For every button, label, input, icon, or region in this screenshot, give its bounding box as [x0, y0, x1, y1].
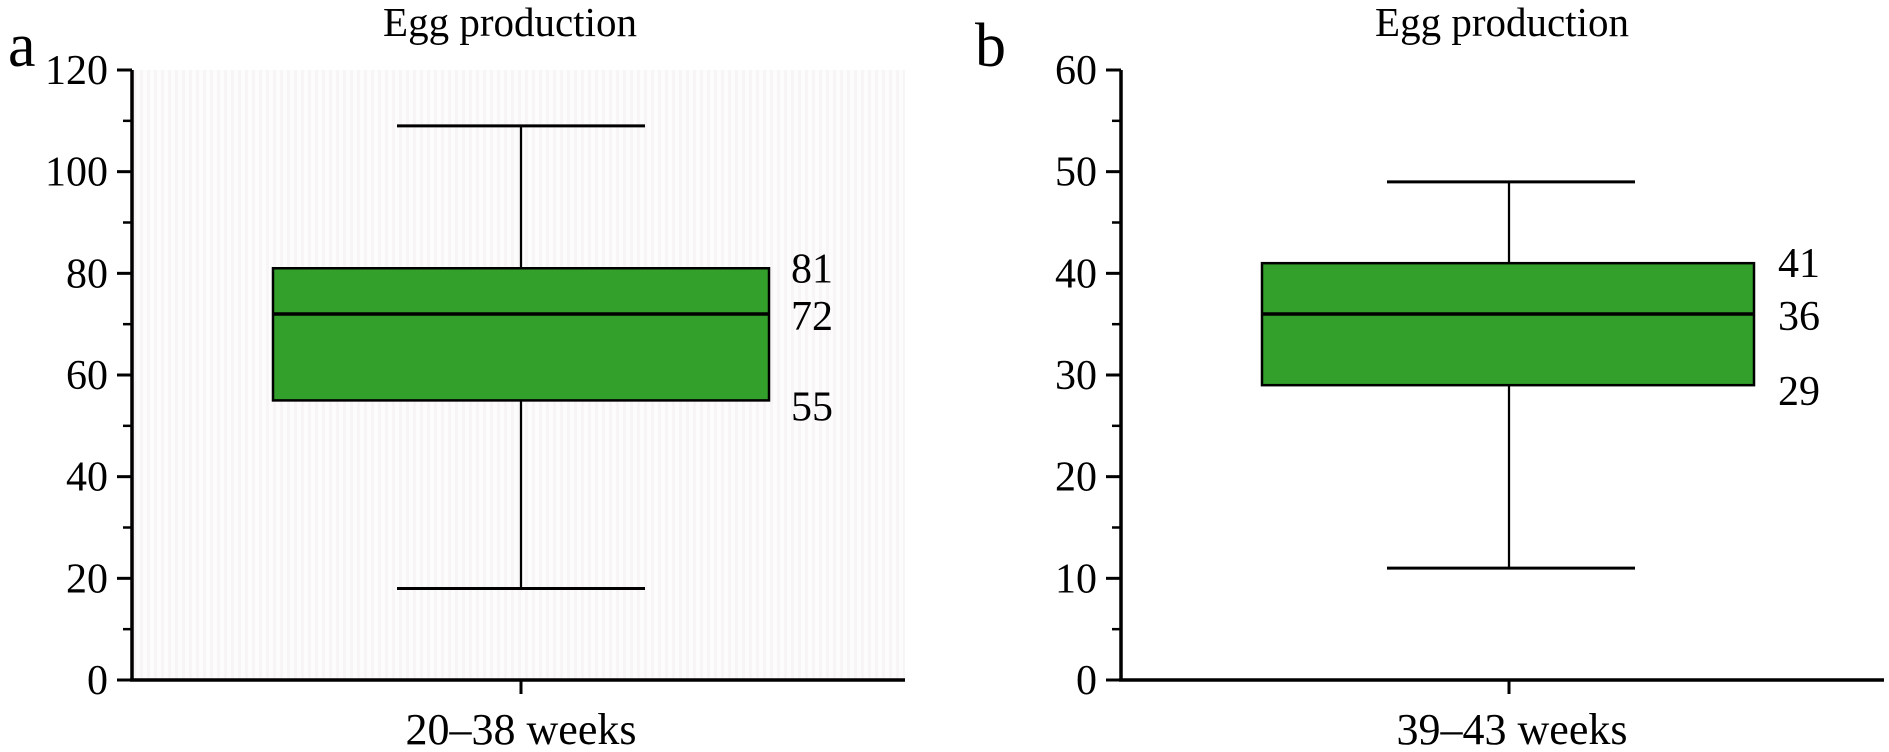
y-tick-label: 60 — [1055, 48, 1097, 94]
annotation-q3: 81 — [791, 246, 833, 292]
y-tick-label: 40 — [66, 455, 108, 501]
box-plot — [1260, 180, 1756, 570]
annotation-q1: 29 — [1778, 369, 1820, 415]
panel-a: a Egg production 0 20 40 60 80 100 120 81 72 5… — [8, 0, 905, 752]
y-tick-label: 0 — [1076, 658, 1097, 704]
y-tick-label: 30 — [1055, 353, 1097, 399]
x-category-label: 39–43 weeks — [1397, 705, 1628, 752]
y-ticks — [117, 68, 132, 682]
chart-title: Egg production — [383, 0, 637, 45]
x-category-label: 20–38 weeks — [406, 705, 637, 752]
y-tick-label: 20 — [66, 556, 108, 602]
annotation-median: 36 — [1778, 294, 1820, 340]
y-tick-label: 80 — [66, 251, 108, 297]
y-tick-label: 40 — [1055, 251, 1097, 297]
y-tick-label: 120 — [45, 48, 108, 94]
iqr-box — [271, 267, 771, 402]
y-tick-label: 10 — [1055, 556, 1097, 602]
y-tick-labels: 0 20 40 60 80 100 120 — [45, 48, 108, 704]
box-plot — [271, 124, 771, 590]
y-tick-label: 60 — [66, 353, 108, 399]
annotation-q1: 55 — [791, 384, 833, 430]
panel-letter: a — [8, 12, 36, 80]
y-tick-label: 0 — [87, 658, 108, 704]
annotation-q3: 41 — [1778, 241, 1820, 287]
y-tick-label: 50 — [1055, 150, 1097, 196]
y-tick-label: 100 — [45, 150, 108, 196]
chart-title: Egg production — [1375, 0, 1629, 45]
y-tick-label: 20 — [1055, 455, 1097, 501]
y-ticks — [1106, 68, 1121, 682]
y-tick-labels: 0 10 20 30 40 50 60 — [1055, 48, 1097, 704]
annotation-median: 72 — [791, 294, 833, 340]
panel-letter: b — [975, 12, 1006, 80]
iqr-box — [1260, 261, 1756, 387]
